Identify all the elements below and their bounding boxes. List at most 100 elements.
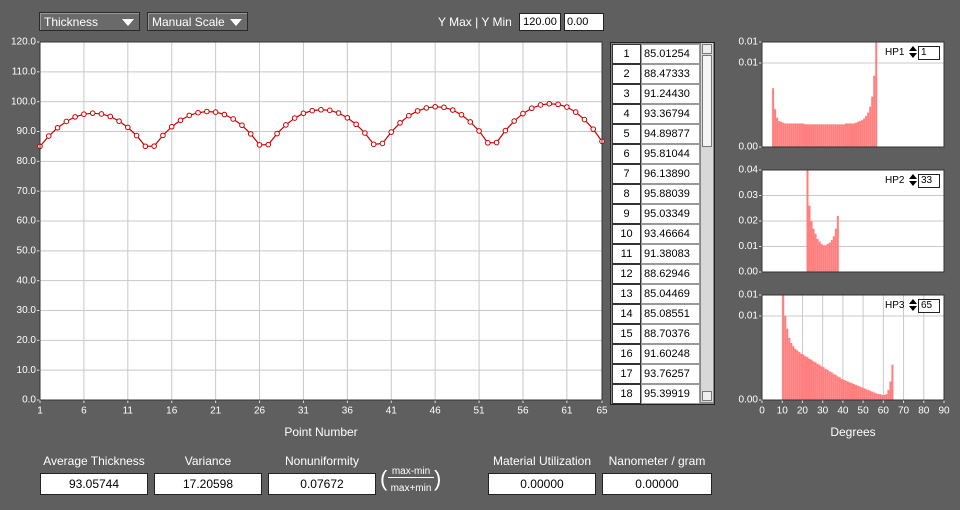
histogram-bar (844, 380, 847, 400)
hp-field[interactable]: 33 (918, 174, 940, 188)
data-point (204, 108, 210, 115)
histogram-bar (784, 123, 787, 147)
row-value[interactable]: 85.08551 (641, 304, 700, 324)
histogram-bar (812, 361, 815, 400)
spin-down[interactable] (909, 306, 917, 311)
data-point (555, 101, 561, 108)
stat-field: 0.07672 (268, 473, 376, 495)
stat-label: Variance (184, 454, 232, 468)
histogram-bar (865, 115, 868, 147)
x-tick-label: 0 (759, 406, 765, 417)
row-value[interactable]: 96.13890 (641, 164, 700, 184)
spin-buttons[interactable] (909, 46, 917, 60)
histogram-bar (782, 122, 785, 147)
x-tick-label: 46 (430, 406, 442, 417)
x-tick-label: 51 (474, 406, 486, 417)
row-value[interactable]: 85.04469 (641, 284, 700, 304)
hp-label: HP1 (885, 47, 905, 58)
histogram-bar (832, 373, 835, 400)
data-point (502, 127, 509, 134)
hp-field[interactable]: 65 (918, 299, 940, 313)
histogram-bar (842, 124, 845, 147)
hp-label: HP2 (885, 175, 905, 186)
row-value[interactable]: 94.89877 (641, 124, 700, 144)
row-value[interactable]: 95.03349 (641, 204, 700, 224)
x-tick-label: 11 (123, 406, 134, 417)
data-point (283, 122, 289, 128)
y-min-field[interactable]: 0.00 (564, 13, 604, 31)
row-value[interactable]: 85.01254 (641, 44, 700, 64)
row-value[interactable]: 93.76257 (641, 364, 700, 384)
data-point (291, 115, 298, 121)
scrollbar[interactable] (700, 43, 713, 402)
scale-dropdown[interactable]: Manual Scale (147, 12, 248, 31)
histogram-bar (836, 124, 839, 147)
row-value[interactable]: 91.24430 (641, 84, 700, 104)
row-index: 15 (612, 324, 641, 344)
data-point (476, 128, 482, 134)
spin-down[interactable] (909, 181, 917, 186)
plot-border (39, 41, 603, 401)
hp-field[interactable]: 1 (918, 46, 940, 60)
scroll-thumb[interactable] (702, 55, 712, 147)
histogram-bar (840, 379, 843, 400)
scroll-down[interactable] (702, 391, 712, 401)
data-point (458, 111, 465, 118)
spin-down[interactable] (909, 53, 917, 58)
row-value[interactable]: 95.81044 (641, 144, 700, 164)
x-tick-label: 56 (517, 406, 529, 417)
spin-up[interactable] (909, 46, 917, 51)
spin-up[interactable] (909, 174, 917, 179)
x-tick-label: 16 (166, 406, 178, 417)
row-index: 16 (612, 344, 641, 364)
scroll-up[interactable] (702, 44, 712, 54)
row-index: 4 (612, 104, 641, 124)
spin-buttons[interactable] (909, 174, 917, 188)
row-value[interactable]: 95.88039 (641, 184, 700, 204)
histogram-bar (867, 389, 870, 400)
row-value[interactable]: 95.39919 (641, 384, 700, 404)
x-tick-label: 6 (81, 406, 87, 417)
data-point (467, 119, 474, 125)
x-tick-label: 10 (777, 406, 789, 417)
stat-field: 17.20598 (154, 473, 262, 495)
histogram-bar (838, 124, 841, 147)
quantity-dropdown[interactable]: Thickness (39, 12, 140, 31)
histogram-bar (846, 381, 849, 400)
data-point (318, 106, 324, 113)
histogram-bar (853, 123, 856, 147)
histogram-bar (808, 205, 811, 272)
plot-border (761, 294, 945, 401)
histogram-bar (804, 356, 807, 400)
row-value[interactable]: 93.46664 (641, 224, 700, 244)
spin-up[interactable] (909, 299, 917, 304)
histogram-bar (816, 238, 819, 272)
x-axis-label: Degrees (830, 425, 875, 439)
histogram-bar (855, 384, 858, 400)
data-point (239, 122, 245, 129)
histogram-bar (859, 120, 862, 147)
row-value[interactable]: 93.36794 (641, 104, 700, 124)
y-tick-label: 0.01 (739, 241, 759, 252)
histogram-bar (784, 316, 787, 400)
row-value[interactable]: 91.60248 (641, 344, 700, 364)
y-max-field[interactable]: 120.00 (519, 13, 561, 31)
spin-buttons[interactable] (909, 299, 917, 313)
stat-field: 0.00000 (602, 473, 712, 495)
data-point (414, 108, 421, 114)
row-value[interactable]: 91.38083 (641, 244, 700, 264)
histogram-bar (836, 376, 839, 400)
row-value[interactable]: 88.47333 (641, 64, 700, 84)
histogram-bar (842, 379, 845, 400)
formula-denominator: max+min (390, 483, 432, 494)
row-value[interactable]: 88.70376 (641, 324, 700, 344)
histogram-bar (798, 352, 801, 400)
histogram-bar (879, 394, 882, 400)
y-tick-label: 110.0 (12, 66, 37, 77)
data-point (449, 107, 456, 113)
data-point (274, 130, 280, 137)
histogram-bar (788, 123, 791, 147)
x-tick-label: 40 (837, 406, 849, 417)
row-value[interactable]: 88.62946 (641, 264, 700, 284)
